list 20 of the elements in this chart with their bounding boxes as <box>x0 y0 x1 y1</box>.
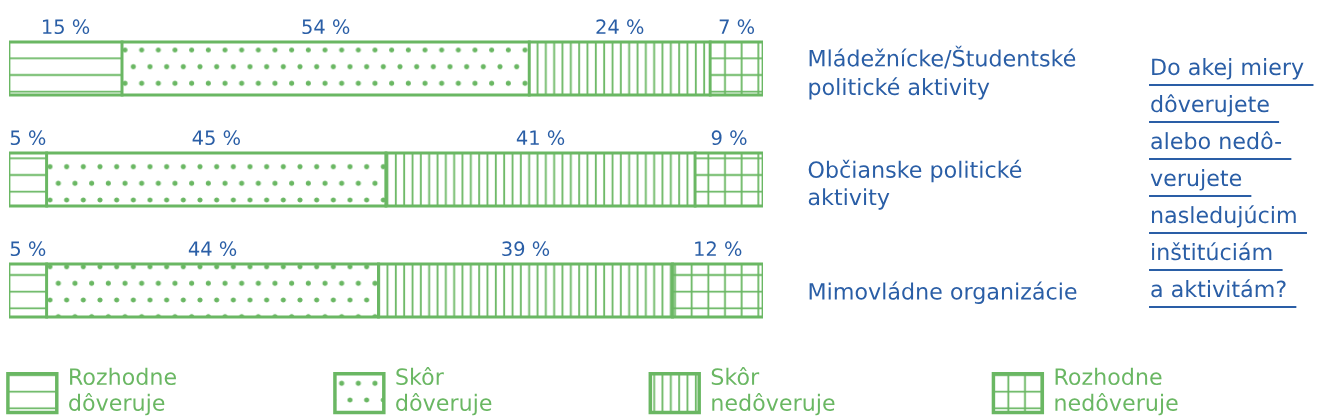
legend-label: Skôr nedôveruje <box>711 366 835 416</box>
data-label: 9 % <box>711 130 747 146</box>
data-label: 39 % <box>502 241 550 257</box>
data-label: 24 % <box>596 19 644 35</box>
data-label: 45 % <box>192 130 240 146</box>
legend-label: Rozhodne dôveruje <box>69 367 176 416</box>
legend-label: Skôr dôveruje <box>396 366 492 416</box>
legend-label: Rozhodne nedôveruje <box>1055 367 1178 416</box>
y-tick-label: Občianske politické aktivity <box>808 159 1022 210</box>
data-label: 12 % <box>695 241 742 257</box>
y-tick-label: Mimovládne organizácie <box>809 281 1077 305</box>
data-label: 5 % <box>10 241 46 257</box>
data-label: 44 % <box>188 241 237 257</box>
y-tick-label: Mládežnícke/Študentské politické aktivity <box>809 45 1076 100</box>
text: Do akej miery dôverujete alebo nedô- verujete nasledujúcim inštitúciám a aktivitám? <box>1150 58 1304 298</box>
data-label: 5 % <box>10 130 46 146</box>
data-label: 15 % <box>42 19 90 35</box>
data-label: 41 % <box>516 130 565 146</box>
data-label: 54 % <box>302 19 350 35</box>
data-label: 7 % <box>719 19 755 35</box>
